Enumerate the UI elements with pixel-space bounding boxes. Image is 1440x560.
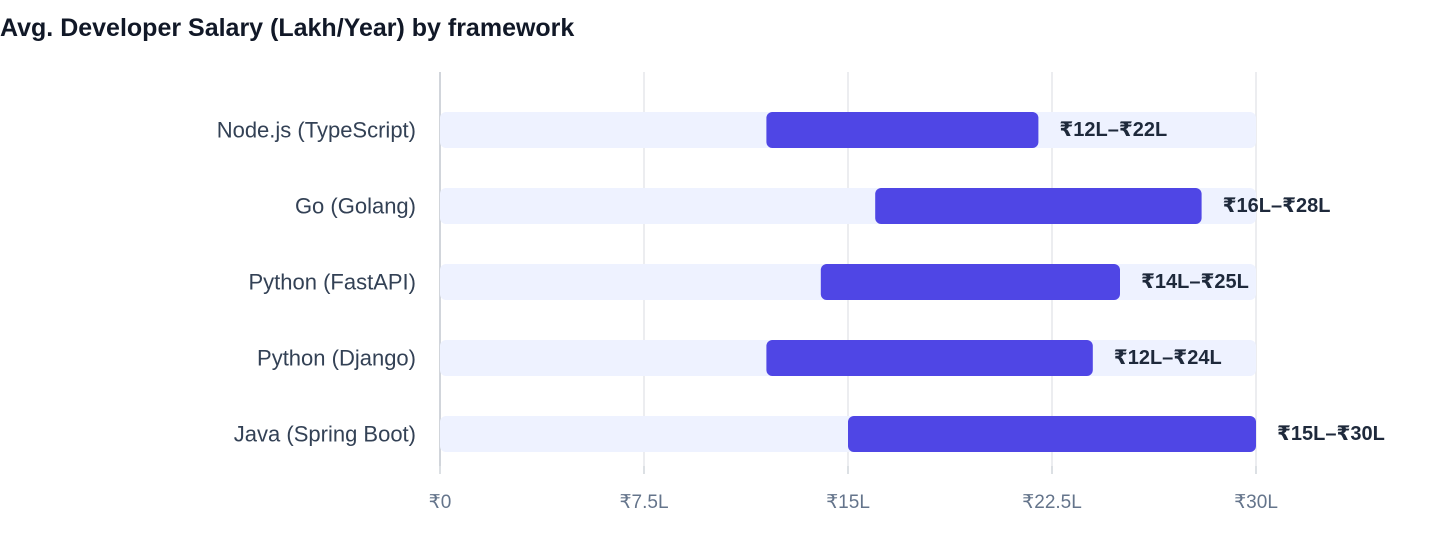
x-tick-label: ₹7.5L [619,492,668,513]
x-axis-ticks: ₹0 ₹7.5L ₹15L ₹22.5L ₹30L [429,466,1278,513]
chart-title: Avg. Developer Salary (Lakh/Year) by fra… [0,14,575,42]
labels: Node.js (TypeScript) ₹12L–₹22L Go (Golang)… [217,118,1385,447]
x-tick-label: ₹15L [826,492,870,513]
category-label: Python (FastAPI) [248,270,416,295]
value-label: ₹12L–₹22L [1059,119,1167,141]
value-label: ₹16L–₹28L [1223,195,1331,217]
range-bar [820,264,1120,300]
category-label: Java (Spring Boot) [234,422,416,447]
value-label: ₹12L–₹24L [1114,347,1222,369]
value-label: ₹14L–₹25L [1141,271,1249,293]
category-label: Go (Golang) [295,194,416,219]
range-bar [766,112,1039,148]
range-bar [766,340,1093,376]
x-tick-label: ₹30L [1234,492,1278,513]
x-tick-label: ₹22.5L [1022,492,1082,513]
category-label: Node.js (TypeScript) [217,118,416,143]
range-bar [848,416,1256,452]
category-label: Python (Django) [257,346,416,371]
range-bar [875,188,1202,224]
range-bars [766,112,1256,452]
value-label: ₹15L–₹30L [1277,423,1385,445]
x-tick-label: ₹0 [429,492,452,513]
